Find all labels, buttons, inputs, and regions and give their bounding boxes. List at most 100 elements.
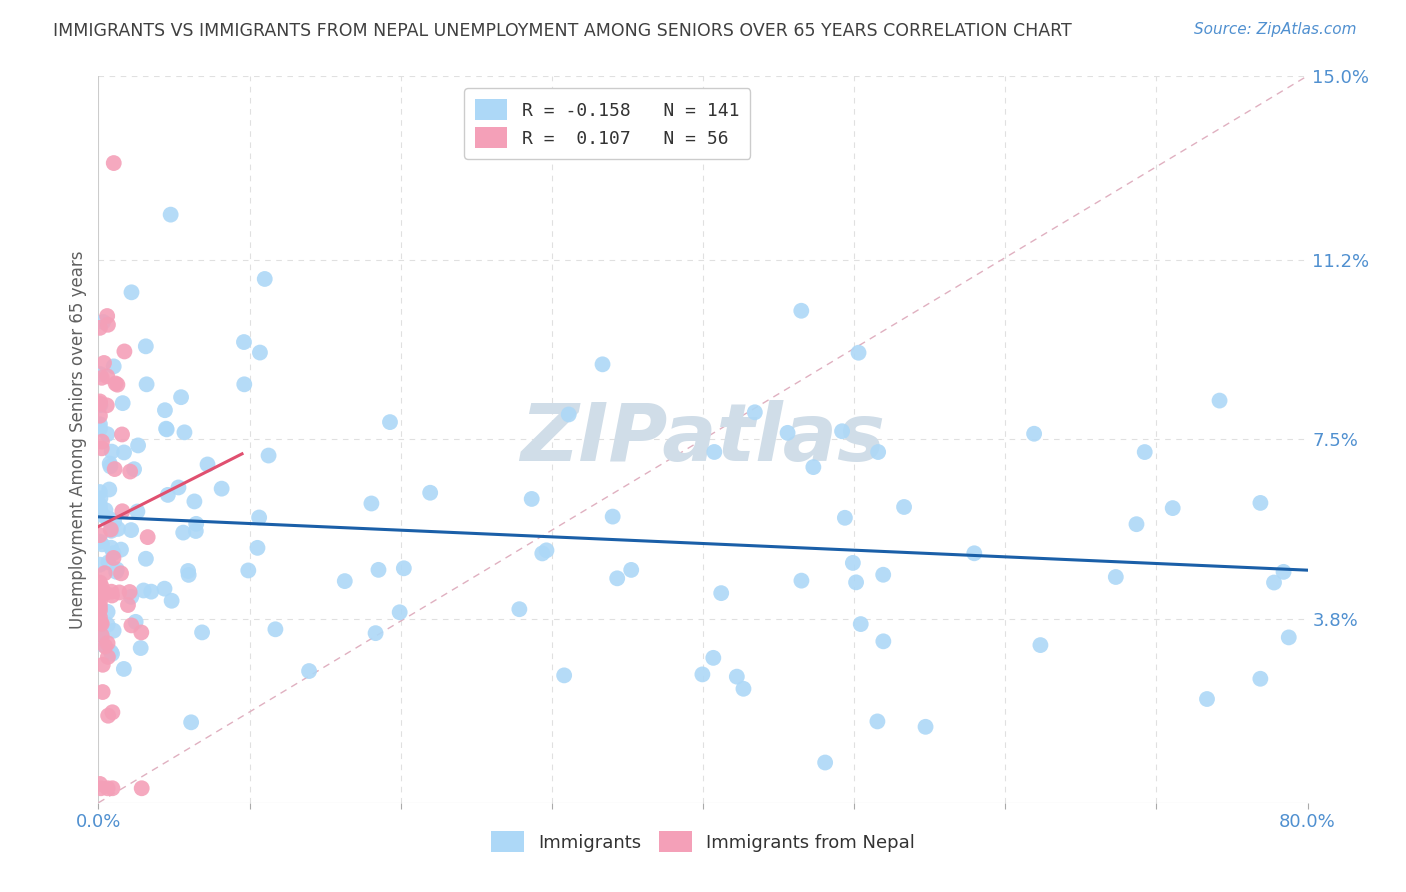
Point [101, 647, 124, 661]
Point [264, 622, 287, 636]
Point [963, 546, 986, 560]
Y-axis label: Unemployment Among Seniors over 65 years: Unemployment Among Seniors over 65 years [69, 250, 87, 629]
Point [98, 512, 121, 526]
Point [89, 528, 111, 542]
Point [536, 543, 558, 558]
Point [94, 586, 117, 600]
Point [110, 542, 132, 557]
Point [120, 590, 142, 604]
Point [120, 618, 142, 632]
Point [97, 649, 120, 664]
Point [90, 616, 112, 631]
Point [392, 561, 415, 575]
Point [155, 422, 177, 436]
Point [1029, 638, 1052, 652]
Point [132, 583, 155, 598]
Point [101, 781, 124, 796]
Point [103, 624, 125, 638]
Point [744, 405, 766, 419]
Point [160, 593, 183, 607]
Point [107, 522, 129, 536]
Point [834, 510, 856, 524]
Point [100, 645, 122, 659]
Point [98, 483, 121, 497]
Point [90, 371, 112, 385]
Point [1195, 692, 1218, 706]
Point [89, 417, 111, 432]
Point [127, 504, 149, 518]
Point [592, 357, 614, 371]
Point [129, 641, 152, 656]
Point [89, 777, 111, 791]
Point [120, 523, 142, 537]
Point [520, 491, 543, 506]
Point [173, 425, 195, 440]
Point [849, 617, 872, 632]
Point [103, 515, 125, 529]
Point [91, 315, 114, 329]
Point [238, 564, 260, 578]
Point [90, 616, 112, 631]
Point [118, 585, 141, 599]
Point [360, 496, 382, 510]
Point [508, 602, 530, 616]
Point [97, 708, 120, 723]
Point [93, 566, 115, 581]
Point [1208, 393, 1230, 408]
Point [893, 500, 915, 514]
Point [1278, 631, 1301, 645]
Point [111, 427, 134, 442]
Point [1272, 565, 1295, 579]
Point [531, 546, 554, 560]
Point [620, 563, 643, 577]
Point [89, 558, 111, 572]
Point [257, 449, 280, 463]
Point [90, 781, 112, 796]
Point [725, 670, 748, 684]
Point [135, 339, 157, 353]
Point [790, 574, 813, 588]
Point [105, 565, 128, 579]
Point [249, 345, 271, 359]
Point [156, 422, 179, 436]
Point [103, 156, 125, 170]
Point [831, 424, 853, 438]
Point [122, 462, 145, 476]
Point [103, 546, 125, 560]
Point [91, 508, 114, 523]
Point [333, 574, 356, 588]
Point [89, 603, 111, 617]
Point [90, 580, 112, 594]
Point [298, 664, 321, 678]
Point [101, 706, 124, 720]
Point [845, 575, 868, 590]
Point [814, 756, 837, 770]
Point [112, 445, 135, 459]
Point [101, 589, 124, 603]
Point [91, 537, 114, 551]
Point [89, 610, 111, 624]
Point [167, 480, 190, 494]
Point [131, 781, 153, 796]
Point [710, 586, 733, 600]
Point [105, 562, 128, 576]
Point [557, 408, 579, 422]
Point [367, 563, 389, 577]
Point [89, 624, 111, 639]
Point [89, 595, 111, 609]
Point [233, 334, 256, 349]
Point [100, 444, 122, 458]
Point [177, 567, 200, 582]
Point [90, 442, 112, 456]
Point [89, 398, 111, 412]
Point [848, 345, 870, 359]
Text: IMMIGRANTS VS IMMIGRANTS FROM NEPAL UNEMPLOYMENT AMONG SENIORS OVER 65 YEARS COR: IMMIGRANTS VS IMMIGRANTS FROM NEPAL UNEM… [53, 22, 1073, 40]
Point [110, 566, 132, 581]
Point [117, 598, 139, 612]
Point [98, 457, 121, 471]
Point [606, 571, 628, 585]
Point [1249, 496, 1271, 510]
Point [177, 564, 200, 578]
Point [103, 550, 125, 565]
Point [100, 524, 122, 538]
